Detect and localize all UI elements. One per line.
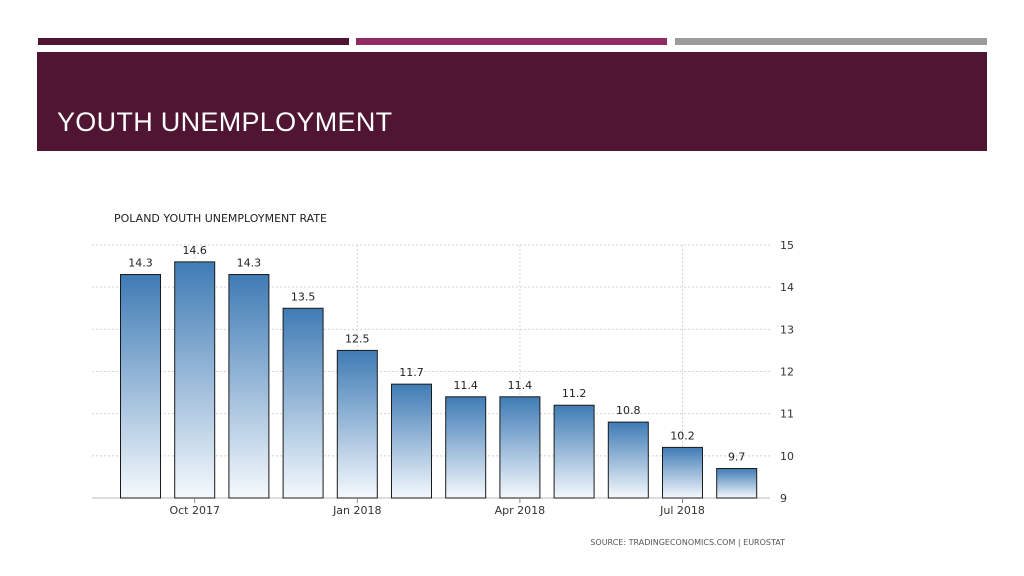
title-banner: YOUTH UNEMPLOYMENT bbox=[37, 52, 987, 151]
bar-value-label: 10.8 bbox=[616, 404, 641, 417]
y-tick-label: 10 bbox=[780, 450, 794, 463]
bar bbox=[336, 349, 378, 499]
y-tick-label: 14 bbox=[780, 281, 794, 294]
x-tick-label: Jan 2018 bbox=[332, 504, 381, 517]
slide-title: YOUTH UNEMPLOYMENT bbox=[57, 107, 393, 137]
x-tick-label: Oct 2017 bbox=[169, 504, 220, 517]
y-tick-label: 12 bbox=[780, 366, 794, 379]
y-tick-label: 15 bbox=[780, 239, 794, 252]
bar-value-label: 11.2 bbox=[562, 387, 587, 400]
bar bbox=[174, 261, 216, 499]
y-tick-label: 11 bbox=[780, 408, 794, 421]
accent-bar-3 bbox=[675, 38, 987, 45]
bar bbox=[120, 274, 161, 499]
bar-value-label: 9.7 bbox=[728, 450, 746, 463]
bar bbox=[716, 467, 758, 499]
bar bbox=[662, 446, 703, 499]
bar bbox=[228, 274, 270, 499]
bar-value-label: 11.4 bbox=[508, 379, 533, 392]
bar-value-label: 10.2 bbox=[670, 429, 695, 442]
bar bbox=[607, 421, 649, 499]
bar bbox=[282, 307, 324, 499]
bar-value-label: 12.5 bbox=[345, 332, 370, 345]
chart-title: POLAND YOUTH UNEMPLOYMENT RATE bbox=[114, 212, 327, 225]
x-tick-label: Apr 2018 bbox=[495, 504, 546, 517]
bar-value-label: 11.7 bbox=[399, 366, 424, 379]
y-tick-label: 13 bbox=[780, 323, 794, 336]
bar bbox=[445, 396, 487, 499]
bar-value-label: 13.5 bbox=[291, 290, 316, 303]
chart-source: SOURCE: TRADINGECONOMICS.COM | EUROSTAT bbox=[590, 538, 785, 547]
bar-value-label: 14.3 bbox=[237, 257, 262, 270]
accent-bar-1 bbox=[38, 38, 349, 45]
bar bbox=[553, 404, 595, 499]
x-tick-label: Jul 2018 bbox=[659, 504, 705, 517]
bar-value-label: 11.4 bbox=[453, 379, 478, 392]
y-tick-label: 9 bbox=[780, 492, 787, 505]
bar bbox=[391, 383, 432, 499]
bar-value-label: 14.3 bbox=[128, 257, 153, 270]
accent-bar-2 bbox=[356, 38, 667, 45]
bar-value-label: 14.6 bbox=[182, 244, 207, 257]
bar bbox=[499, 396, 541, 499]
